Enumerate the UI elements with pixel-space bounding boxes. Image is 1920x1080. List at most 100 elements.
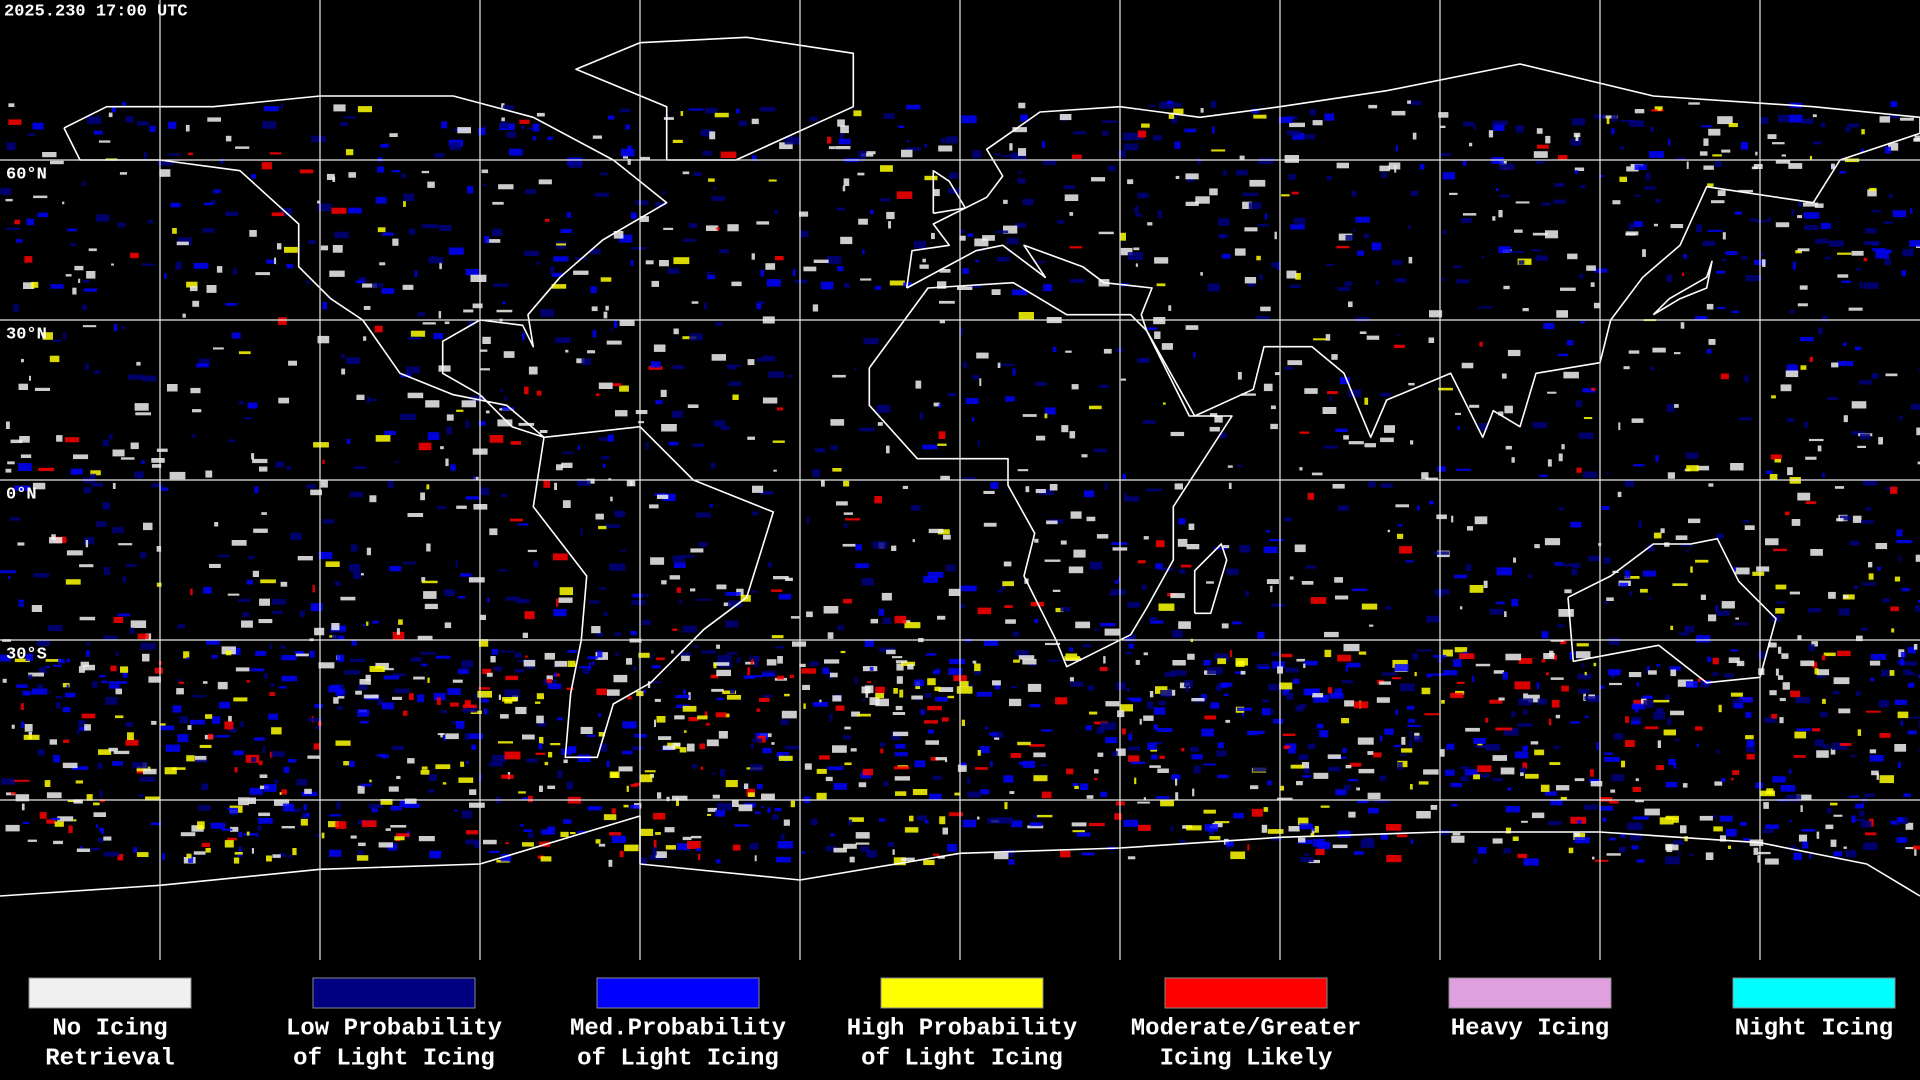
icing-patch [927, 678, 936, 686]
icing-patch [1408, 718, 1415, 723]
icing-patch [238, 598, 251, 602]
icing-patch [1642, 570, 1656, 577]
icing-patch [1914, 848, 1917, 856]
icing-patch [1493, 670, 1505, 674]
icing-patch [941, 717, 949, 722]
icing-patch [849, 856, 855, 863]
icing-patch [1347, 389, 1362, 398]
icing-patch [328, 821, 339, 828]
icing-patch [1514, 751, 1529, 759]
icing-patch [727, 600, 742, 608]
icing-patch [1507, 787, 1511, 791]
icing-patch [560, 831, 569, 838]
icing-patch [843, 735, 851, 740]
icing-patch [1397, 762, 1403, 770]
icing-patch [1137, 801, 1150, 804]
icing-patch [14, 485, 31, 491]
icing-patch [848, 819, 853, 825]
icing-patch [1114, 813, 1122, 820]
icing-patch [1469, 585, 1484, 593]
icing-patch [914, 240, 926, 249]
icing-patch [1728, 123, 1738, 128]
icing-patch [1611, 128, 1615, 135]
icing-patch [1099, 666, 1108, 672]
icing-patch [860, 278, 872, 281]
icing-patch [751, 253, 755, 260]
icing-patch [198, 358, 210, 366]
icing-patch [1206, 581, 1214, 584]
icing-patch [469, 789, 477, 795]
icing-patch [1839, 170, 1846, 174]
icing-patch [210, 822, 226, 829]
icing-patch [1429, 500, 1434, 505]
icing-patch [1149, 617, 1158, 621]
icing-patch [199, 744, 212, 748]
icing-patch [1036, 435, 1046, 441]
icing-patch [465, 761, 469, 764]
icing-patch [251, 848, 254, 854]
icing-patch [1678, 632, 1690, 636]
icing-patch [369, 495, 377, 503]
icing-patch [1210, 702, 1220, 709]
icing-patch [1414, 672, 1417, 677]
icing-patch [32, 688, 48, 695]
icing-patch [1706, 349, 1712, 354]
icing-patch [1112, 751, 1118, 756]
icing-patch [557, 770, 563, 779]
icing-patch [829, 672, 838, 678]
icing-patch [231, 332, 241, 339]
icing-patch [920, 709, 925, 715]
icing-patch [643, 689, 647, 693]
icing-patch [1244, 277, 1257, 284]
icing-patch [445, 733, 459, 740]
icing-patch [1744, 375, 1749, 383]
icing-patch [435, 764, 451, 770]
icing-patch [772, 440, 785, 443]
icing-patch [1856, 635, 1863, 642]
icing-patch [31, 281, 39, 288]
icing-patch [332, 176, 336, 182]
icing-patch [1517, 723, 1533, 727]
icing-patch [518, 422, 535, 426]
icing-patch [1535, 255, 1548, 261]
icing-patch [1839, 743, 1852, 746]
icing-patch [1767, 134, 1777, 139]
icing-patch [436, 697, 441, 705]
icing-patch [976, 352, 989, 359]
icing-patch [1093, 778, 1098, 781]
icing-patch [1185, 201, 1199, 206]
icing-patch [1665, 856, 1680, 865]
icing-patch [1366, 335, 1380, 340]
icing-patch [713, 420, 726, 427]
icing-patch [1203, 660, 1211, 666]
icing-patch [838, 138, 851, 145]
icing-patch [1157, 210, 1162, 218]
icing-patch [794, 279, 808, 284]
icing-patch [959, 235, 966, 241]
icing-patch [914, 760, 926, 768]
icing-patch [911, 505, 921, 511]
icing-patch [1879, 116, 1891, 123]
icing-patch [402, 284, 414, 290]
icing-patch [1311, 472, 1323, 476]
icing-patch [295, 653, 309, 657]
icing-patch [716, 669, 731, 677]
icing-patch [1668, 139, 1671, 146]
icing-patch [1035, 381, 1047, 386]
icing-patch [861, 686, 871, 694]
icing-patch [913, 679, 924, 687]
icing-patch [1667, 472, 1675, 479]
icing-patch [1225, 841, 1234, 847]
icing-patch [652, 847, 657, 856]
icing-patch [349, 658, 366, 662]
icing-patch [288, 360, 297, 366]
icing-patch [859, 427, 875, 432]
icing-patch [95, 214, 110, 222]
icing-patch [278, 853, 287, 857]
icing-patch [1918, 599, 1920, 603]
icing-patch [42, 332, 53, 340]
icing-patch [1304, 660, 1318, 666]
icing-patch [972, 660, 977, 664]
icing-patch [1076, 832, 1091, 837]
icing-patch [232, 647, 241, 655]
